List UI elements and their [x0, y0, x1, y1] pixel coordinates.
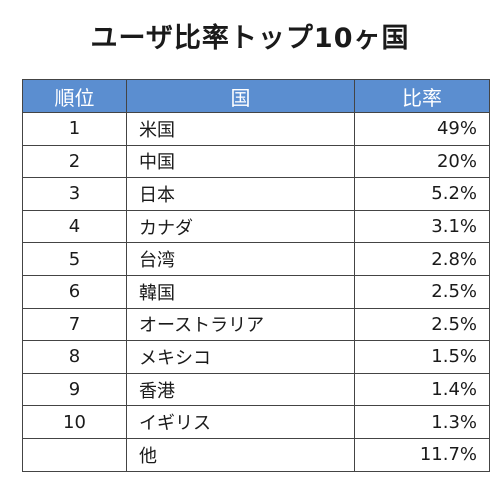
- ratio-cell: 11.7%: [354, 437, 490, 472]
- rank-cell: 2: [22, 144, 127, 179]
- country-cell: 香港: [126, 372, 355, 407]
- country-cell: 米国: [126, 112, 355, 146]
- table-row: 6 韓国 2.5%: [22, 274, 490, 309]
- header-country: 国: [126, 79, 355, 113]
- rank-cell: 5: [22, 242, 127, 276]
- rank-cell: 6: [22, 274, 127, 309]
- country-cell: 中国: [126, 144, 355, 179]
- ratio-cell: 5.2%: [354, 177, 490, 211]
- ranking-table: 順位 国 比率 1 米国 49% 2 中国 20% 3 日本 5.2% 4 カナダ 3.1% 5 台湾 2.…: [22, 79, 490, 472]
- ratio-cell: 1.3%: [354, 405, 490, 439]
- table-row: 4 カナダ 3.1%: [22, 209, 490, 244]
- ratio-cell: 1.5%: [354, 340, 490, 374]
- header-ratio: 比率: [354, 79, 490, 113]
- country-cell: 韓国: [126, 274, 355, 309]
- ratio-cell: 2.8%: [354, 242, 490, 276]
- table-row: 9 香港 1.4%: [22, 372, 490, 407]
- ratio-cell: 3.1%: [354, 209, 490, 244]
- country-cell: イギリス: [126, 405, 355, 439]
- table-row: 他 11.7%: [22, 437, 490, 472]
- rank-cell: 9: [22, 372, 127, 407]
- country-cell: 台湾: [126, 242, 355, 276]
- ratio-cell: 1.4%: [354, 372, 490, 407]
- country-cell: メキシコ: [126, 340, 355, 374]
- table-row: 8 メキシコ 1.5%: [22, 340, 490, 374]
- country-cell: 他: [126, 437, 355, 472]
- ratio-cell: 49%: [354, 112, 490, 146]
- rank-cell: 3: [22, 177, 127, 211]
- country-cell: カナダ: [126, 209, 355, 244]
- rank-cell: 7: [22, 307, 127, 342]
- table-row: 3 日本 5.2%: [22, 177, 490, 211]
- rank-cell: 1: [22, 112, 127, 146]
- page-title: ユーザ比率トップ10ヶ国: [90, 23, 410, 54]
- country-cell: オーストラリア: [126, 307, 355, 342]
- rank-cell: 8: [22, 340, 127, 374]
- table-row: 5 台湾 2.8%: [22, 242, 490, 276]
- table-row: 1 米国 49%: [22, 112, 490, 146]
- ratio-cell: 20%: [354, 144, 490, 179]
- rank-cell: 10: [22, 405, 127, 439]
- header-rank: 順位: [22, 79, 127, 113]
- ratio-cell: 2.5%: [354, 274, 490, 309]
- rank-cell: 4: [22, 209, 127, 244]
- table-row: 10 イギリス 1.3%: [22, 405, 490, 439]
- rank-cell: [22, 437, 127, 472]
- table-row: 7 オーストラリア 2.5%: [22, 307, 490, 342]
- table-header-row: 順位 国 比率: [22, 79, 490, 113]
- table-row: 2 中国 20%: [22, 144, 490, 179]
- ratio-cell: 2.5%: [354, 307, 490, 342]
- country-cell: 日本: [126, 177, 355, 211]
